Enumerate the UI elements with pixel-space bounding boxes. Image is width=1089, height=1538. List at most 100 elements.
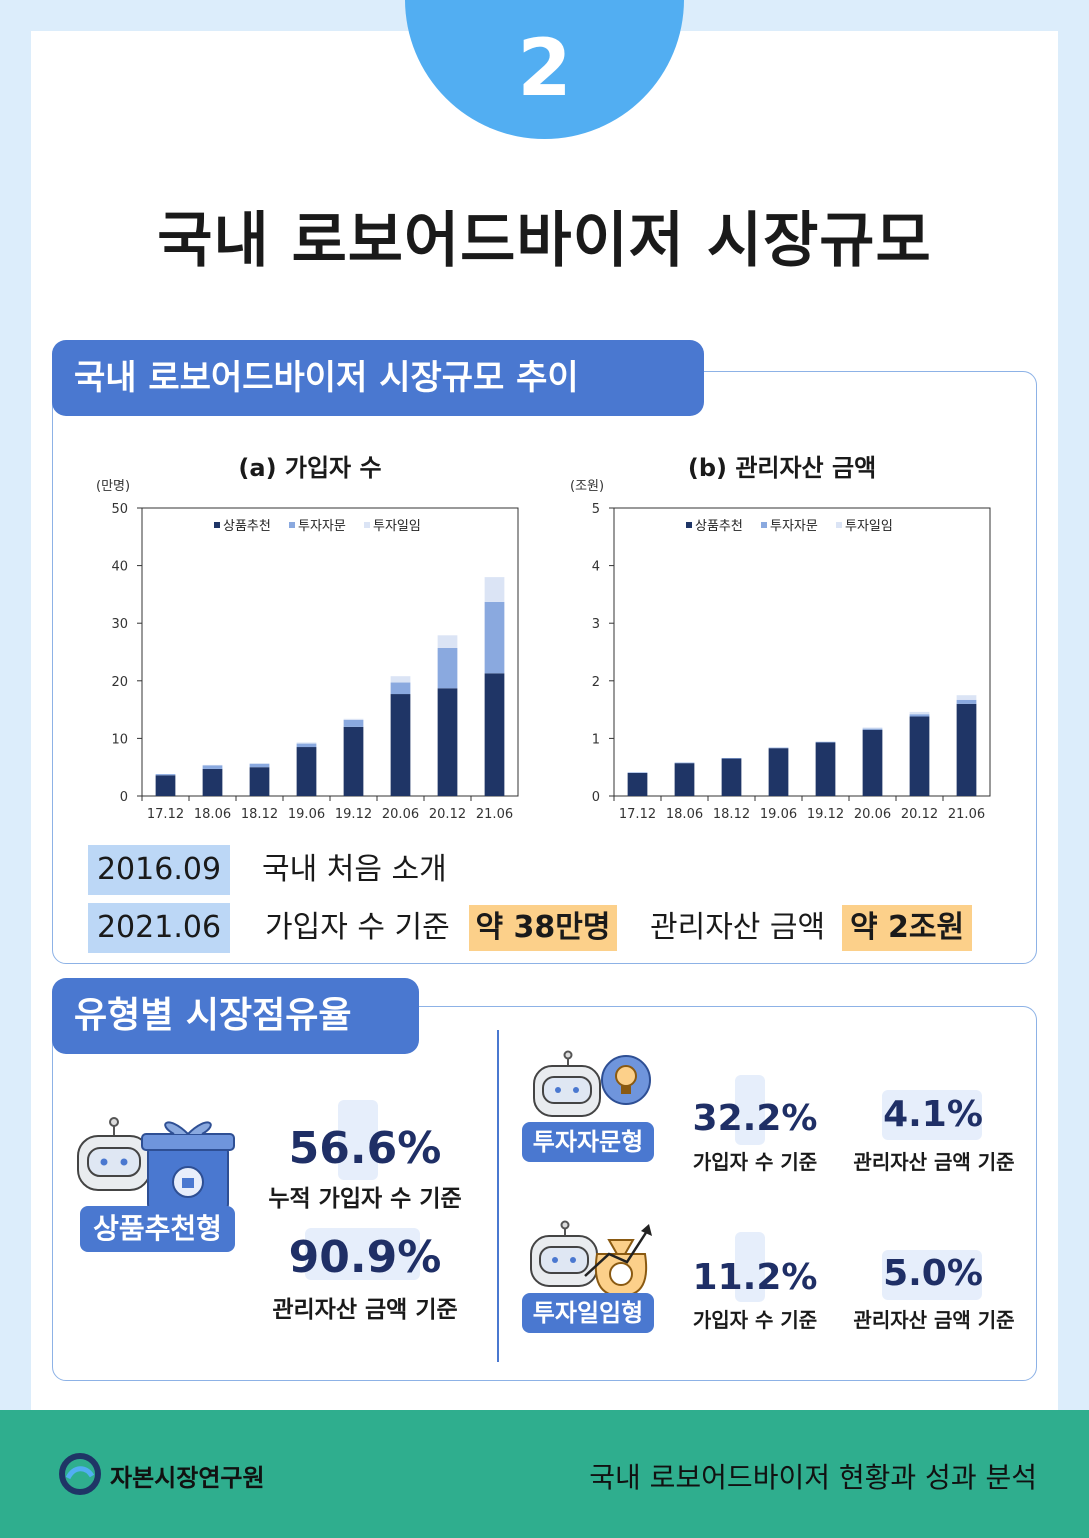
y-tick-label: 10 [111, 732, 128, 747]
ghost-bg-3 [735, 1075, 765, 1145]
legend-swatch [289, 522, 295, 528]
x-tick-label: 19.06 [760, 807, 797, 822]
x-tick-label: 19.06 [288, 807, 325, 822]
y-tick-label: 2 [592, 675, 600, 690]
bar-투자자문-17.12 [155, 774, 176, 776]
robot-bulb-icon [533, 1050, 651, 1117]
section2-tag: 유형별 시장점유율 [52, 978, 419, 1054]
x-tick-label: 20.06 [382, 807, 419, 822]
info-first-intro: 국내 처음 소개 [262, 852, 447, 887]
bar-상품추천-19.06 [768, 748, 789, 796]
bar-투자자문-19.06 [296, 743, 317, 748]
chart-b: 0 1 2 3 4 5 17.12 18.06 18.12 19.06 19.12 20.06 20.1… [592, 502, 991, 822]
advisory-cap-subscribers: 가입자 수 기준 [692, 1150, 818, 1174]
page-number: 2 [517, 24, 572, 114]
ghost-bg-4 [882, 1090, 982, 1140]
bar-투자자문-19.12 [343, 719, 364, 727]
x-tick-label: 20.12 [429, 807, 466, 822]
legend-label: 투자자문 [770, 519, 818, 534]
chart-b-unit: (조원) [570, 479, 605, 494]
bar-투자일임-19.06 [296, 742, 317, 744]
y-tick-label: 1 [592, 732, 600, 747]
info-aum-label: 관리자산 금액 [650, 910, 826, 945]
legend-label: 투자자문 [298, 519, 346, 534]
legend-label: 투자일임 [373, 519, 421, 534]
bar-상품추천-19.12 [815, 742, 836, 796]
product-type-label: 상품추천형 [80, 1206, 235, 1252]
x-tick-label: 21.06 [476, 807, 513, 822]
bar-투자일임-21.06 [484, 577, 505, 602]
plot-frame [141, 507, 519, 797]
bar-투자자문-21.06 [484, 601, 505, 674]
bar-상품추천-18.06 [202, 768, 223, 796]
y-tick-label: 0 [592, 790, 600, 805]
bar-상품추천-20.12 [437, 688, 458, 796]
y-tick-label: 20 [111, 675, 128, 690]
product-cap-subscribers: 누적 가입자 수 기준 [268, 1186, 462, 1212]
bar-투자일임-18.06 [202, 764, 223, 766]
legend-label: 상품추천 [695, 519, 743, 534]
x-tick-label: 21.06 [948, 807, 985, 822]
bar-투자일임-20.06 [862, 727, 883, 729]
date-2016: 2016.09 [88, 845, 230, 895]
section1-tag: 국내 로보어드바이저 시장규모 추이 [52, 340, 704, 416]
bar-투자자문-18.12 [721, 757, 742, 759]
x-tick-label: 17.12 [619, 807, 656, 822]
y-tick-label: 30 [111, 617, 128, 632]
discretionary-pct-subscribers: 11.2% [692, 1257, 818, 1298]
y-tick-label: 50 [111, 502, 128, 517]
chart-a-unit: (만명) [96, 479, 131, 494]
legend-swatch [214, 522, 220, 528]
bar-투자일임-20.12 [437, 635, 458, 648]
y-tick-label: 4 [592, 560, 600, 575]
bar-투자일임-20.06 [390, 676, 411, 683]
y-tick-label: 5 [592, 502, 600, 517]
bar-상품추천-18.06 [674, 763, 695, 796]
discretionary-type-label: 투자일임형 [522, 1293, 654, 1333]
bar-투자자문-21.06 [956, 699, 977, 704]
info-subscribers-label: 가입자 수 기준 [265, 910, 450, 945]
footer-org-name: 자본시장연구원 [110, 1464, 265, 1492]
advisory-pct-aum: 4.1% [883, 1094, 983, 1135]
y-tick-label: 3 [592, 617, 600, 632]
bar-상품추천-20.12 [909, 716, 930, 796]
legend-label: 투자일임 [845, 519, 893, 534]
institute-logo-icon [59, 1453, 101, 1495]
legend-swatch [761, 522, 767, 528]
footer-report-title: 국내 로보어드바이저 현황과 성과 분석 [589, 1461, 1037, 1494]
robot-gift-icon [77, 1117, 235, 1213]
chart-b-title: (b) 관리자산 금액 [687, 454, 877, 482]
product-pct-subscribers: 56.6% [288, 1123, 442, 1174]
chart-a: 0 10 20 30 40 50 17.12 18.06 18.12 19.06 19.12 20.0… [111, 502, 519, 822]
bar-투자자문-19.12 [815, 741, 836, 743]
bar-상품추천-19.12 [343, 726, 364, 796]
bar-상품추천-21.06 [956, 703, 977, 796]
date-2021: 2021.06 [88, 903, 230, 953]
bar-투자일임-19.12 [815, 741, 836, 742]
legend-swatch [686, 522, 692, 528]
bar-상품추천-18.12 [721, 758, 742, 796]
y-tick-label: 40 [111, 560, 128, 575]
x-tick-label: 20.12 [901, 807, 938, 822]
bar-투자일임-19.12 [343, 718, 364, 720]
x-tick-label: 18.06 [666, 807, 703, 822]
legend-swatch [836, 522, 842, 528]
advisory-pct-subscribers: 32.2% [692, 1098, 818, 1139]
x-tick-label: 19.12 [807, 807, 844, 822]
bar-상품추천-17.12 [155, 775, 176, 796]
y-tick-label: 0 [120, 790, 128, 805]
ghost-bg-1 [338, 1100, 378, 1180]
legend-label: 상품추천 [223, 519, 271, 534]
product-pct-aum: 90.9% [288, 1232, 442, 1283]
bar-투자자문-20.06 [862, 728, 883, 730]
bar-투자일임-20.12 [909, 711, 930, 715]
bar-상품추천-19.06 [296, 747, 317, 796]
x-tick-label: 18.12 [241, 807, 278, 822]
section2-divider [497, 1030, 499, 1362]
chart-a-title: (a) 가입자 수 [238, 454, 382, 482]
bar-투자일임-21.06 [956, 695, 977, 700]
x-tick-label: 18.06 [194, 807, 231, 822]
robot-moneybag-icon [530, 1220, 652, 1298]
x-tick-label: 19.12 [335, 807, 372, 822]
discretionary-cap-aum: 관리자산 금액 기준 [853, 1308, 1015, 1332]
